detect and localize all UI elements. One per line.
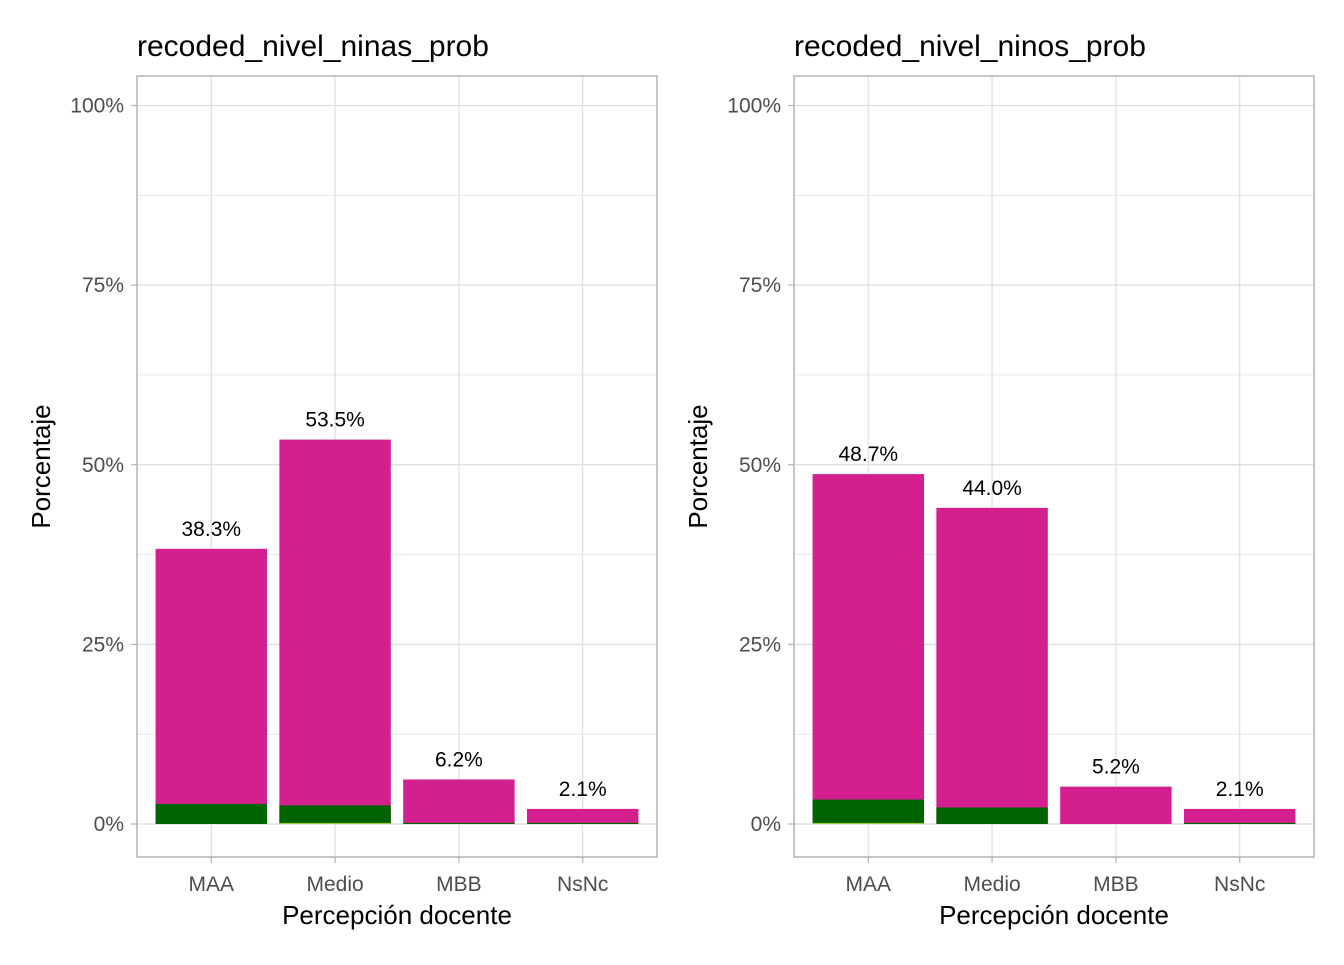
y-tick-label: 50% — [82, 454, 124, 477]
x-tick-label: MAA — [189, 873, 235, 896]
bar-medio-series-3 — [279, 822, 391, 824]
data-label: 6.2% — [435, 748, 483, 771]
bar-mbb-series-1 — [403, 779, 515, 824]
x-tick-label: MBB — [1093, 873, 1139, 896]
bar-mbb-series-2 — [403, 822, 515, 824]
y-axis-label: Porcentaje — [26, 404, 56, 528]
data-label: 2.1% — [1216, 778, 1264, 801]
chart-title: recoded_nivel_ninas_prob — [137, 30, 489, 63]
chart-panel-1: 38.3% 53.5% 6.2% 2.1% 0% 25% 50% 75% 100% MAA Medi… — [26, 30, 658, 930]
bar-maa-series-1 — [812, 474, 924, 824]
chart-panel-2: 48.7% 44.0% 5.2% 2.1% 0% 25% 50% 75% 100% MAA Medi… — [683, 30, 1315, 930]
bar-nsnc-series-1 — [527, 808, 639, 824]
bar-maa-series-2 — [155, 803, 267, 824]
bar-nsnc-series-1 — [1184, 808, 1296, 824]
y-tick-label: 75% — [82, 274, 124, 297]
bar-maa-series-2 — [812, 799, 924, 824]
panel-border — [136, 75, 658, 858]
y-tick-label: 25% — [739, 633, 781, 656]
x-tick-label: Medio — [306, 873, 363, 896]
x-tick-label: NsNc — [557, 873, 608, 896]
data-label: 48.7% — [839, 443, 899, 466]
bar-maa-series-3 — [812, 822, 924, 824]
x-axis-label: Percepción docente — [939, 900, 1169, 930]
chart-title: recoded_nivel_ninos_prob — [794, 30, 1146, 63]
data-label: 44.0% — [962, 477, 1022, 500]
x-tick-label: MBB — [436, 873, 482, 896]
data-label: 2.1% — [559, 778, 607, 801]
bar-medio-series-2 — [936, 807, 1048, 824]
bar-nsnc-series-2 — [527, 822, 639, 824]
data-label: 5.2% — [1092, 756, 1140, 779]
bar-nsnc-series-2 — [1184, 822, 1296, 824]
bar-maa-series-1 — [155, 548, 267, 824]
y-tick-label: 100% — [727, 95, 781, 118]
y-tick-label: 75% — [739, 274, 781, 297]
bar-medio-series-1 — [936, 507, 1048, 824]
data-label: 53.5% — [305, 409, 365, 432]
y-tick-label: 100% — [70, 95, 124, 118]
y-tick-label: 0% — [94, 813, 124, 836]
data-label: 38.3% — [182, 518, 242, 541]
panel-border — [793, 75, 1315, 858]
bar-mbb-series-1 — [1060, 786, 1172, 824]
x-tick-label: Medio — [963, 873, 1020, 896]
x-tick-label: MAA — [846, 873, 892, 896]
bar-medio-series-1 — [279, 439, 391, 824]
y-tick-label: 25% — [82, 633, 124, 656]
x-axis-label: Percepción docente — [282, 900, 512, 930]
x-tick-label: NsNc — [1214, 873, 1265, 896]
y-tick-label: 0% — [751, 813, 781, 836]
y-tick-label: 50% — [739, 454, 781, 477]
bar-medio-series-2 — [279, 805, 391, 824]
y-axis-label: Porcentaje — [683, 404, 713, 528]
